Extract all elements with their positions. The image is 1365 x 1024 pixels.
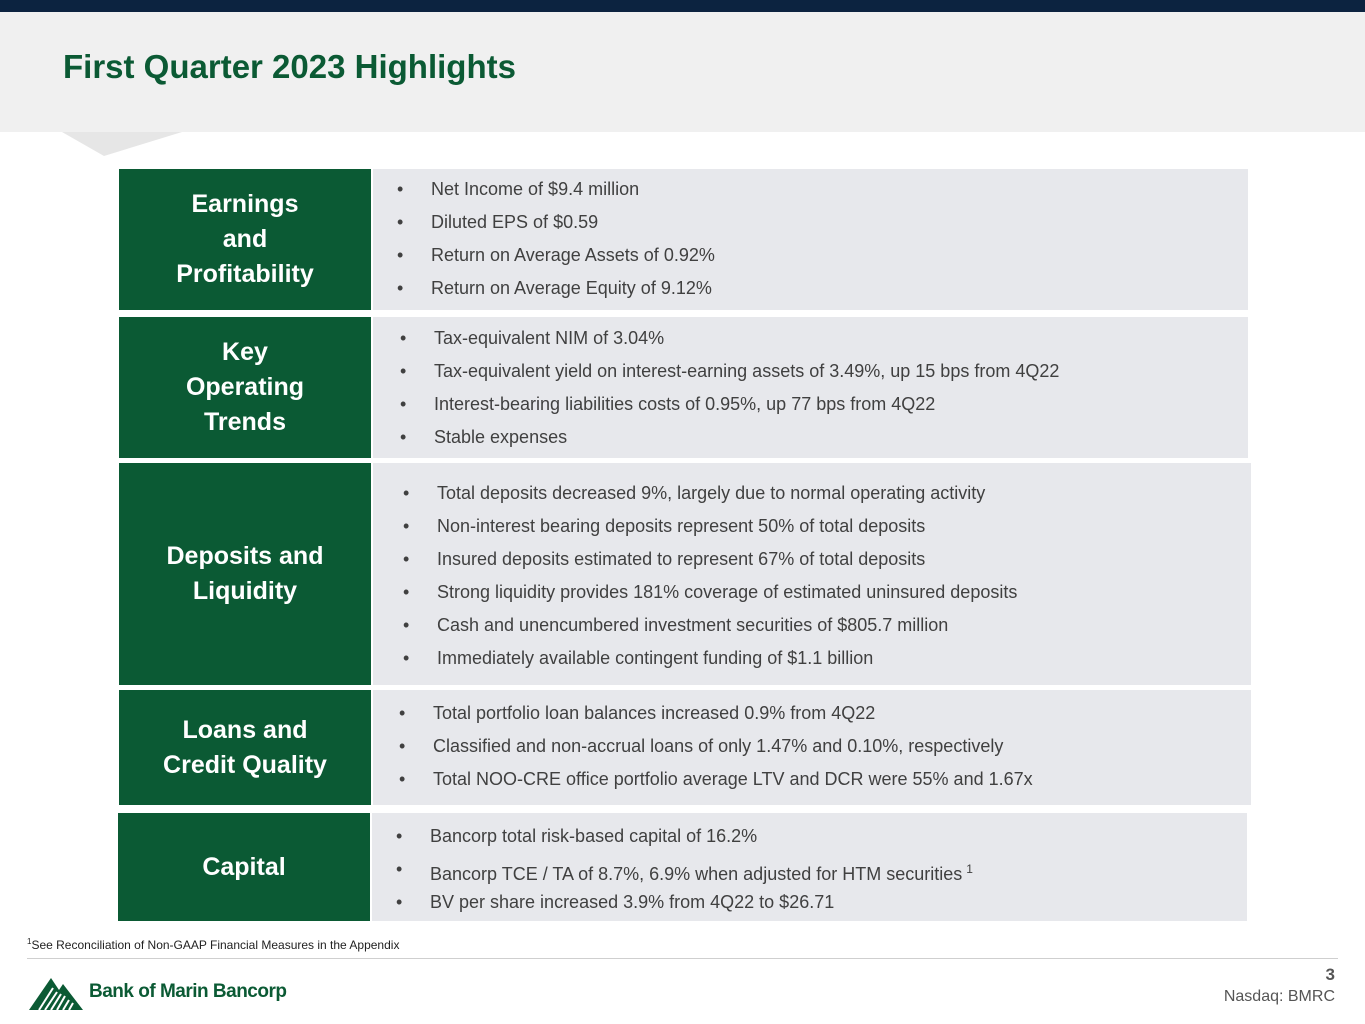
bullet-icon: • — [396, 859, 403, 879]
bullet-text: Return on Average Equity of 9.12% — [431, 278, 712, 298]
logo-text: Bank of Marin Bancorp — [89, 981, 287, 1002]
list-item: • Diluted EPS of $0.59 — [397, 206, 715, 239]
section-label: Deposits and Liquidity — [119, 463, 371, 685]
footnote-marker: 1 — [27, 937, 32, 946]
bullet-text: Immediately available contingent funding… — [437, 648, 874, 668]
footnote-text: See Reconciliation of Non-GAAP Financial… — [31, 938, 400, 952]
page-number: 3 — [1325, 965, 1335, 984]
bullet-icon: • — [400, 328, 407, 348]
mountain-trees-logo-icon — [29, 972, 83, 1012]
list-item: • Classified and non-accrual loans of onl… — [399, 730, 1033, 763]
bullet-icon: • — [403, 516, 410, 536]
bullet-text: Diluted EPS of $0.59 — [431, 212, 599, 232]
bullet-icon: • — [403, 549, 410, 569]
bullet-icon: • — [397, 212, 404, 232]
list-item: • Total deposits decreased 9%, largely du… — [403, 477, 1017, 510]
bank-logo: Bank of Marin Bancorp — [29, 972, 287, 1012]
bullet-text: Total NOO-CRE office portfolio average L… — [433, 769, 1033, 789]
page-title: First Quarter 2023 Highlights — [63, 48, 516, 85]
section-earnings: Earnings and Profitability • Net Income o… — [119, 169, 1248, 310]
list-item: • Immediately available contingent fundin… — [403, 642, 1017, 675]
bullet-icon: • — [403, 648, 410, 668]
bullet-icon: • — [399, 703, 406, 723]
bullet-list: • Total portfolio loan balances increased… — [399, 697, 1033, 796]
header-notch — [62, 132, 182, 156]
list-item: • Interest-bearing liabilities costs of 0… — [400, 388, 1059, 421]
section-body: • Tax-equivalent NIM of 3.04% • Tax-equiva… — [373, 317, 1248, 458]
bullet-text: Interest-bearing liabilities costs of 0.… — [434, 394, 936, 414]
bullet-text: Classified and non-accrual loans of only… — [433, 736, 1004, 756]
bullet-list: • Bancorp total risk-based capital of 16.… — [396, 820, 973, 919]
section-loans-credit-quality: Loans and Credit Quality • Total portfoli… — [119, 690, 1251, 805]
bullet-text: Bancorp total risk-based capital of 16.2… — [430, 826, 758, 846]
bullet-text: BV per share increased 3.9% from 4Q22 to… — [430, 892, 835, 912]
footnote: 1See Reconciliation of Non-GAAP Financia… — [27, 937, 399, 952]
bullet-icon: • — [403, 582, 410, 602]
list-item: • Non-interest bearing deposits represent… — [403, 510, 1017, 543]
list-item: • Total NOO-CRE office portfolio average … — [399, 763, 1033, 796]
list-item: • Insured deposits estimated to represent… — [403, 543, 1017, 576]
section-body: • Net Income of $9.4 million • Diluted EPS… — [373, 169, 1248, 310]
section-body: • Total portfolio loan balances increased… — [373, 690, 1251, 805]
bullet-list: • Net Income of $9.4 million • Diluted EPS… — [397, 173, 715, 305]
bullet-text: Non-interest bearing deposits represent … — [437, 516, 926, 536]
footer-divider — [27, 958, 1338, 959]
bullet-text: Total deposits decreased 9%, largely due… — [437, 483, 986, 503]
top-bar — [0, 0, 1365, 12]
ticker-symbol: Nasdaq: BMRC — [1223, 988, 1335, 1005]
bullet-icon: • — [400, 394, 407, 414]
list-item: • Tax-equivalent NIM of 3.04% — [400, 322, 1059, 355]
bullet-icon: • — [400, 427, 407, 447]
list-item: • Bancorp total risk-based capital of 16.… — [396, 820, 973, 853]
list-item: • Tax-equivalent yield on interest-earnin… — [400, 355, 1059, 388]
bullet-text: Tax-equivalent NIM of 3.04% — [434, 328, 665, 348]
list-item: • Stable expenses — [400, 421, 1059, 454]
list-item: • Net Income of $9.4 million — [397, 173, 715, 206]
section-body: • Total deposits decreased 9%, largely du… — [373, 463, 1251, 685]
bullet-text: Net Income of $9.4 million — [431, 179, 640, 199]
list-item: • BV per share increased 3.9% from 4Q22 t… — [396, 886, 973, 919]
list-item: • Total portfolio loan balances increased… — [399, 697, 1033, 730]
bullet-icon: • — [396, 826, 403, 846]
list-item: • Strong liquidity provides 181% coverage… — [403, 576, 1017, 609]
bullet-text: Total portfolio loan balances increased … — [433, 703, 876, 723]
list-item: • Return on Average Equity of 9.12% — [397, 272, 715, 305]
bullet-text: Cash and unencumbered investment securit… — [437, 615, 949, 635]
bullet-icon: • — [399, 736, 406, 756]
header-band — [0, 12, 1365, 132]
bullet-icon: • — [396, 892, 403, 912]
bullet-icon: • — [403, 615, 410, 635]
section-body: • Bancorp total risk-based capital of 16.… — [372, 813, 1247, 921]
section-label: Capital — [118, 813, 370, 921]
footnote-marker: 1 — [966, 862, 973, 876]
bullet-text: Insured deposits estimated to represent … — [437, 549, 926, 569]
bullet-text: Return on Average Assets of 0.92% — [431, 245, 715, 265]
bullet-list: • Tax-equivalent NIM of 3.04% • Tax-equiva… — [400, 322, 1059, 454]
bullet-text: Strong liquidity provides 181% coverage … — [437, 582, 1018, 602]
bullet-icon: • — [403, 483, 410, 503]
section-capital: Capital • Bancorp total risk-based capita… — [118, 813, 1247, 921]
bullet-icon: • — [397, 278, 404, 298]
list-item: • Return on Average Assets of 0.92% — [397, 239, 715, 272]
list-item: • Bancorp TCE / TA of 8.7%, 6.9% when adj… — [396, 853, 973, 886]
bullet-text: Tax-equivalent yield on interest-earning… — [434, 361, 1060, 381]
section-label: Loans and Credit Quality — [119, 690, 371, 805]
bullet-text: Bancorp TCE / TA of 8.7%, 6.9% when adju… — [430, 864, 963, 884]
section-label: Key Operating Trends — [119, 317, 371, 458]
bullet-icon: • — [397, 179, 404, 199]
bullet-list: • Total deposits decreased 9%, largely du… — [403, 477, 1017, 675]
list-item: • Cash and unencumbered investment securi… — [403, 609, 1017, 642]
bullet-icon: • — [399, 769, 406, 789]
section-deposits-liquidity: Deposits and Liquidity • Total deposits d… — [119, 463, 1251, 685]
bullet-icon: • — [397, 245, 404, 265]
bullet-icon: • — [400, 361, 407, 381]
section-key-operating-trends: Key Operating Trends • Tax-equivalent NIM… — [119, 317, 1248, 458]
bullet-text: Stable expenses — [434, 427, 568, 447]
section-label: Earnings and Profitability — [119, 169, 371, 310]
